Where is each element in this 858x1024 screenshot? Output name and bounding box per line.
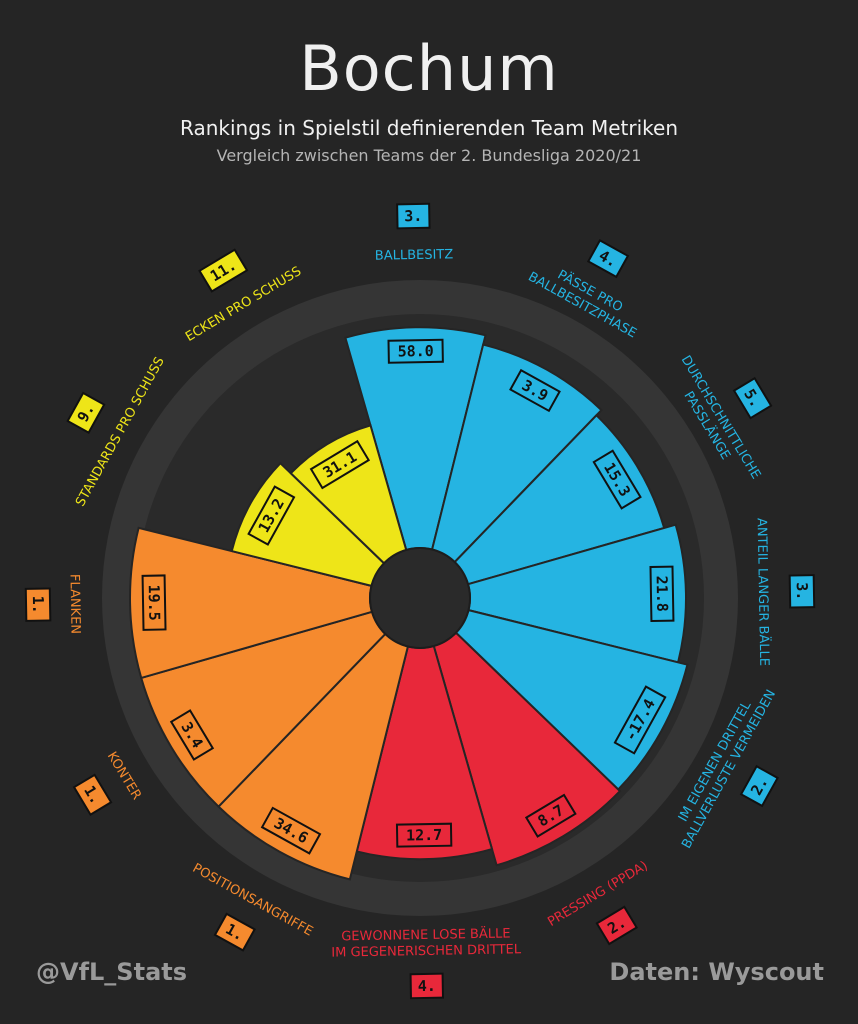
svg-text:21.8: 21.8 [653, 576, 672, 612]
svg-text:3.: 3. [404, 207, 422, 225]
chart-rank-badge: 2. [595, 905, 639, 946]
svg-text:BALLBESITZ: BALLBESITZ [375, 247, 454, 263]
chart-rank-badge: 1. [24, 587, 52, 622]
svg-text:3.: 3. [793, 582, 811, 600]
chart-rank-badge: 5. [732, 376, 773, 420]
svg-text:GEWONNENE LOSE BÄLLE: GEWONNENE LOSE BÄLLE [341, 925, 510, 944]
chart-value-label: 58.0 [387, 338, 444, 364]
page-title: Bochum [299, 32, 559, 105]
svg-text:IM GEGENERISCHEN DRITTEL: IM GEGENERISCHEN DRITTEL [331, 942, 522, 960]
chart-metric-label: BALLBESITZ [375, 247, 454, 263]
chart-rank-badge: 4. [409, 972, 444, 1000]
svg-text:KONTER: KONTER [104, 749, 144, 802]
footer-handle: @VfL_Stats [36, 958, 188, 986]
chart-rank-badge: 3. [788, 574, 816, 609]
svg-text:4.: 4. [418, 977, 436, 995]
chart-metric-label: ANTEIL LANGER BÄLLE [754, 518, 773, 666]
chart-rank-badge: 2. [739, 764, 779, 808]
chart-metric-label: KONTER [104, 749, 144, 802]
chart-subtitle: Rankings in Spielstil definierenden Team… [180, 116, 678, 140]
chart-value-label: 12.7 [395, 822, 453, 848]
chart-rank-badge: 3. [396, 202, 431, 230]
svg-text:12.7: 12.7 [406, 826, 442, 845]
chart-subsubtitle: Vergleich zwischen Teams der 2. Bundesli… [216, 146, 642, 165]
chart-rank-badge: 4. [586, 239, 630, 279]
chart-rank-badge: 1. [72, 773, 113, 817]
chart-metric-label: FLANKEN [67, 574, 83, 634]
chart-center-hole [369, 547, 471, 649]
svg-text:1.: 1. [29, 595, 47, 613]
svg-text:58.0: 58.0 [397, 342, 433, 361]
chart-value-label: 21.8 [649, 565, 675, 622]
svg-text:FLANKEN: FLANKEN [67, 574, 83, 634]
svg-text:ANTEIL LANGER BÄLLE: ANTEIL LANGER BÄLLE [754, 518, 773, 666]
chart-rank-badge: 11. [198, 248, 249, 293]
chart-value-label: 19.5 [141, 574, 167, 631]
chart-rank-badge: 1. [213, 912, 256, 952]
chart-rank-badge: 9. [66, 391, 106, 434]
svg-text:19.5: 19.5 [145, 584, 164, 620]
footer-source: Daten: Wyscout [609, 958, 824, 986]
